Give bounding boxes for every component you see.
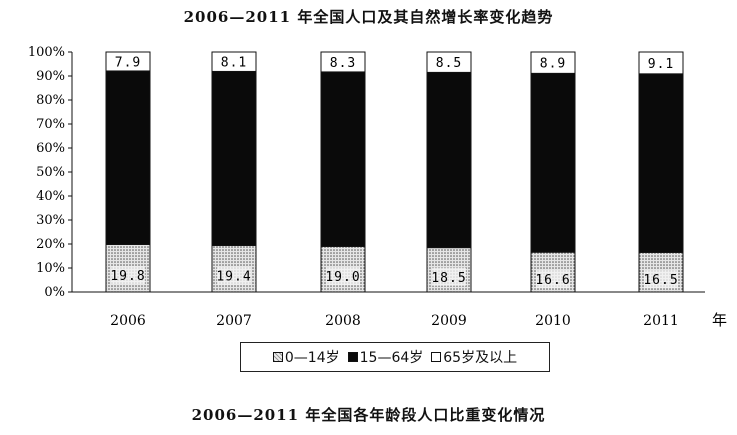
legend-label: 0—14岁 [284, 350, 340, 366]
data-label-bg [644, 270, 678, 289]
y-tick-label: 30% [36, 213, 65, 228]
bar-segment-age-65-plus [638, 51, 684, 75]
data-label-bg [326, 267, 360, 286]
y-tick-label: 100% [28, 45, 65, 60]
x-axis-unit: 年 [712, 311, 727, 329]
y-tick-label: 60% [36, 141, 65, 156]
data-label: 18.5 [431, 271, 466, 286]
legend-item-0-14: 0—14岁 [272, 347, 340, 367]
legend-item-65plus: 65岁及以上 [431, 347, 517, 367]
data-label: 9.1 [648, 57, 674, 72]
chart-title: 2006—2011 年全国人口及其自然增长率变化趋势 [183, 8, 554, 26]
y-tick-label: 10% [36, 261, 65, 276]
x-tick-label: 2008 [325, 313, 361, 329]
data-label: 8.1 [221, 56, 247, 71]
y-tick-label: 40% [36, 189, 65, 204]
bar-segment-age-65-plus [426, 51, 472, 73]
chart-caption: 2006—2011 年全国各年龄段人口比重变化情况 [191, 406, 546, 424]
legend: 0—14岁 15—64岁 65岁及以上 [240, 342, 550, 372]
legend-item-15-64: 15—64岁 [347, 347, 424, 367]
legend-swatch-white [431, 352, 442, 362]
bar-segment-age-15-64 [530, 72, 576, 253]
y-tick-label: 0% [44, 285, 65, 300]
data-label: 8.9 [540, 57, 566, 72]
legend-label: 65岁及以上 [443, 350, 518, 366]
y-tick-label: 70% [36, 117, 65, 132]
bar-segment-age-65-plus [105, 51, 151, 72]
y-tick-label: 20% [36, 237, 65, 252]
bar-segment-age-65-plus [320, 51, 366, 73]
x-tick-label: 2011 [643, 313, 679, 329]
x-tick-label: 2006 [110, 313, 146, 329]
bar-segment-age-15-64 [426, 71, 472, 249]
data-label-bg [111, 266, 145, 285]
y-tick-label: 80% [36, 93, 65, 108]
data-label-bg [432, 267, 466, 286]
data-label-bg [536, 270, 570, 289]
x-tick-label: 2010 [535, 313, 571, 329]
legend-swatch-black [347, 352, 358, 362]
bar-segment-age-15-64 [211, 70, 257, 246]
y-tick-label: 50% [36, 165, 65, 180]
legend-swatch-dotted [272, 352, 283, 362]
data-label: 8.3 [330, 56, 356, 71]
data-label: 7.9 [115, 55, 141, 70]
data-label: 16.5 [643, 273, 678, 288]
bar-segment-age-65-plus [211, 51, 257, 72]
data-label: 16.6 [535, 273, 570, 288]
data-label: 19.8 [110, 269, 145, 284]
data-label-bg [217, 266, 251, 285]
x-tick-label: 2007 [216, 313, 252, 329]
bar-segment-age-15-64 [320, 71, 366, 247]
y-tick-label: 90% [36, 69, 65, 84]
bar-segment-age-15-64 [638, 73, 684, 253]
bar-segment-age-15-64 [105, 70, 151, 245]
x-tick-label: 2009 [431, 313, 467, 329]
legend-label: 15—64岁 [359, 350, 424, 366]
data-label: 19.4 [216, 270, 251, 285]
bar-segment-age-65-plus [530, 51, 576, 74]
data-label: 19.0 [325, 270, 360, 285]
data-label: 8.5 [436, 56, 462, 71]
